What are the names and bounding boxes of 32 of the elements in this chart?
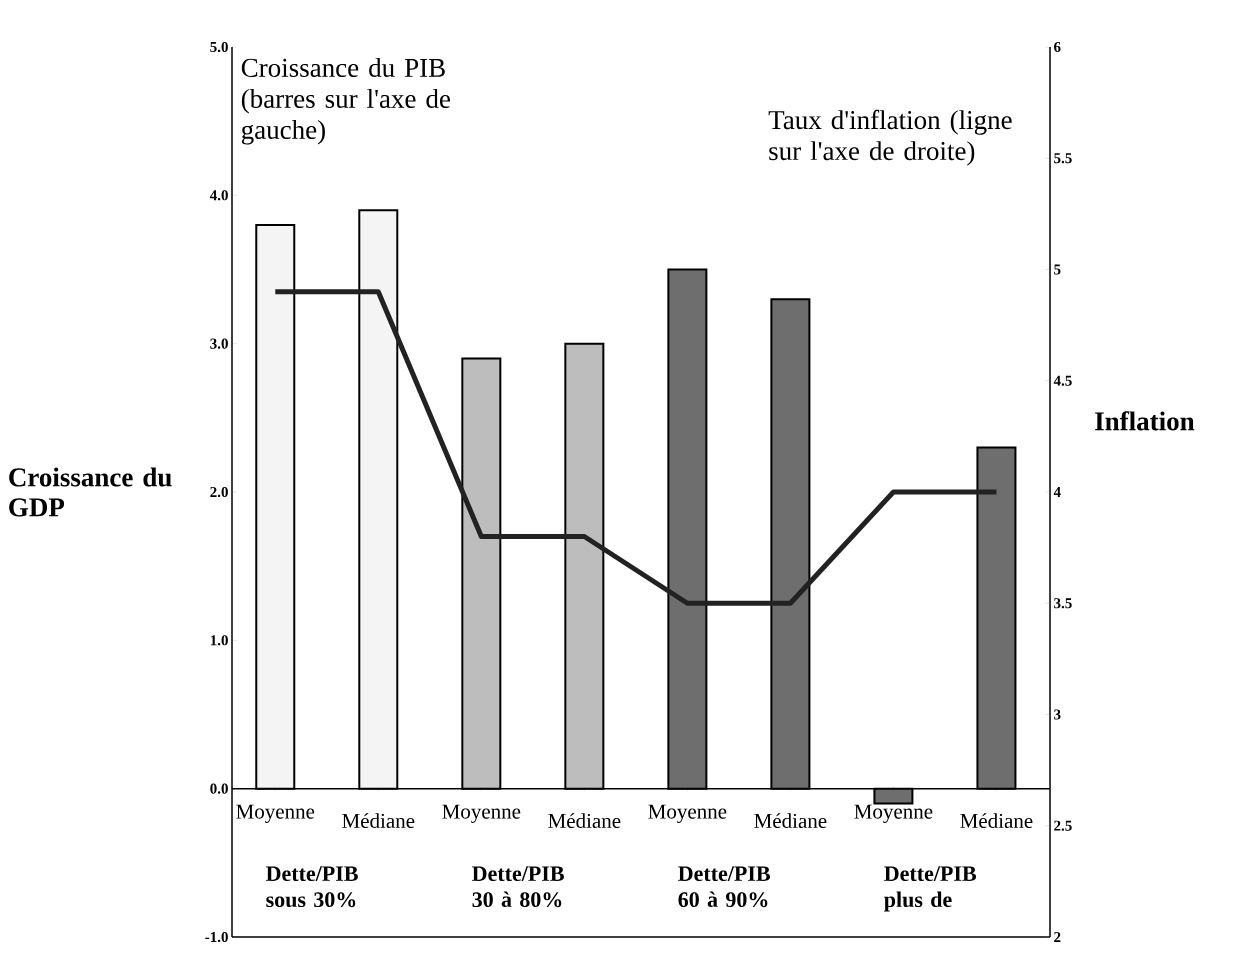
y2-tick-label: 3	[1054, 709, 1061, 720]
y-tick-label: 0.0	[210, 783, 228, 794]
y2-axis-title: Inflation	[1095, 411, 1195, 431]
y-tick-label: -1.0	[205, 931, 228, 943]
y2-tick-label: 2	[1054, 932, 1061, 942]
x-tick-label: Moyenne	[442, 804, 521, 823]
annotation: Croissance du PIB (barres sur l'axe de gauche)	[241, 57, 450, 145]
x-tick-label: Médiane	[548, 813, 621, 828]
x-tick-label: Moyenne	[648, 804, 727, 823]
annotation: Dette/PIB 30 à 80%	[472, 866, 564, 908]
annotation: Taux d'inflation (ligne sur l'axe de droite)	[768, 109, 1012, 166]
y-tick-label: 4.0	[209, 190, 228, 201]
y2-tick-label: 4	[1053, 487, 1061, 497]
annotation: Dette/PIB sous 30%	[266, 866, 358, 908]
x-tick-label: Médiane	[342, 813, 415, 828]
y2-tick-label: 4.5	[1053, 375, 1072, 386]
y-tick-label: 1.0	[210, 635, 228, 646]
annotation: Dette/PIB 60 à 90%	[678, 866, 770, 908]
x-tick-label: Moyenne	[854, 804, 933, 823]
y-axis-title: Croissance du GDP	[9, 467, 172, 517]
y2-tick-label: 5	[1054, 264, 1061, 275]
y-tick-label: 5.0	[210, 41, 228, 53]
y-tick-label: 3.0	[210, 338, 228, 349]
y2-tick-label: 6	[1054, 41, 1061, 53]
x-tick-label: Moyenne	[236, 804, 315, 823]
y2-tick-label: 5.5	[1054, 153, 1072, 164]
y2-tick-label: 2.5	[1054, 820, 1072, 831]
annotation: Dette/PIB plus de	[884, 866, 977, 912]
y2-tick-label: 3.5	[1054, 598, 1072, 609]
y-tick-label: 2.0	[210, 486, 228, 498]
x-tick-label: Médiane	[960, 813, 1033, 828]
x-tick-label: Médiane	[754, 813, 827, 828]
